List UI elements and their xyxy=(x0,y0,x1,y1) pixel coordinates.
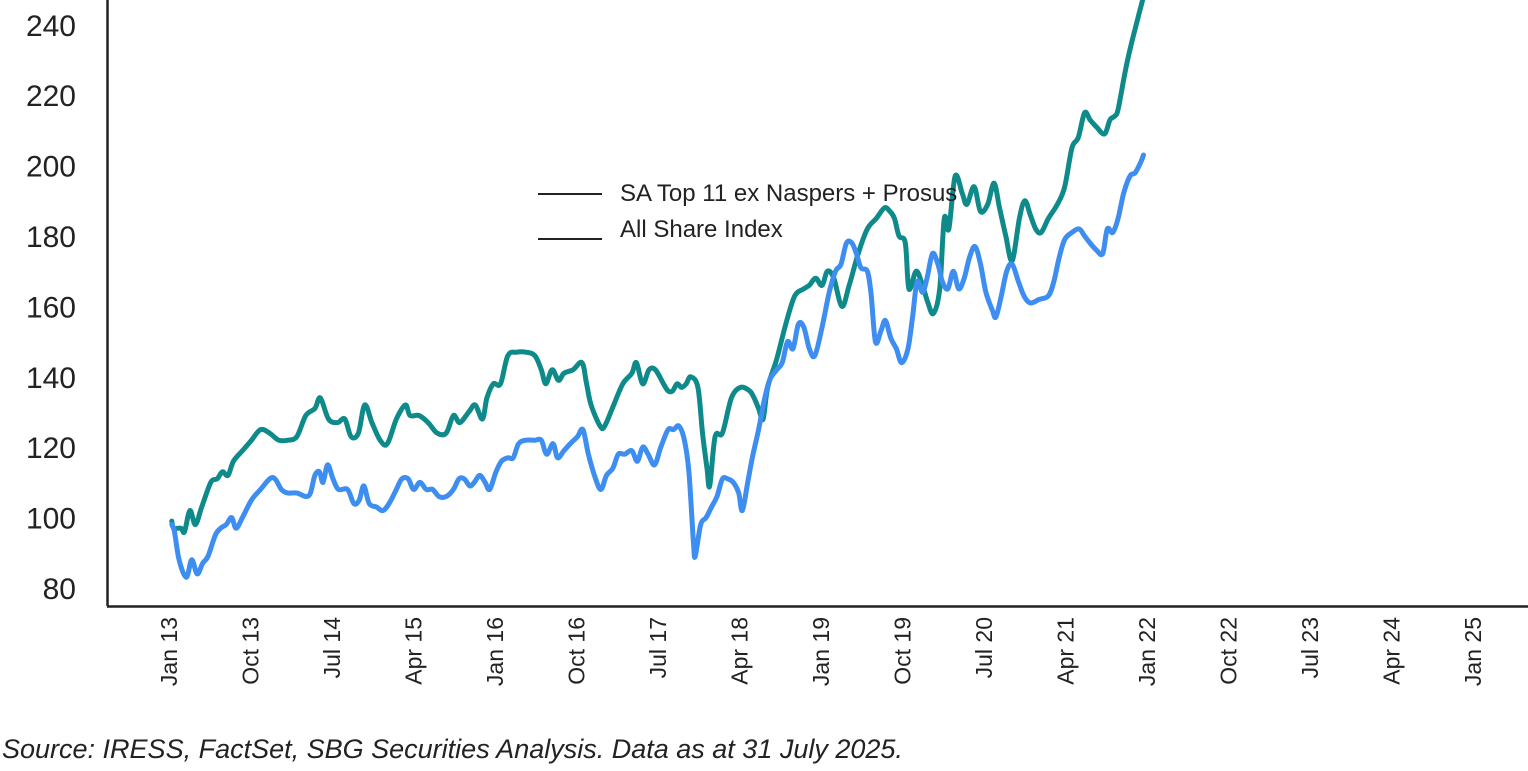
x-tick-label: Jan 19 xyxy=(808,617,834,686)
series-line-alsi xyxy=(169,152,1146,580)
x-tick-label: Oct 19 xyxy=(890,617,916,685)
y-tick-label: 120 xyxy=(26,432,76,465)
series-line-top11 xyxy=(169,0,1146,535)
x-tick-label: Jul 17 xyxy=(645,617,671,678)
x-tick-label: Apr 21 xyxy=(1053,617,1079,685)
y-tick-label: 200 xyxy=(26,151,76,184)
legend: SA Top 11 ex Naspers + Prosus All Share … xyxy=(538,180,957,243)
x-tick-label: Oct 22 xyxy=(1216,617,1242,685)
x-tick-label: Jan 16 xyxy=(482,617,508,686)
x-tick-labels: Jan 13 Oct 13 Jul 14 Apr 15 Jan 16 Oct 16 Jul … xyxy=(156,617,1486,686)
y-tick-labels: 80 100 120 140 160 180 200 220 240 xyxy=(26,10,76,606)
series-lines xyxy=(169,0,1146,580)
legend-label-alsi: All Share Index xyxy=(620,216,783,243)
y-tick-label: 80 xyxy=(43,573,76,606)
y-tick-label: 140 xyxy=(26,362,76,395)
y-tick-label: 180 xyxy=(26,221,76,254)
legend-label-top11: SA Top 11 ex Naspers + Prosus xyxy=(620,180,957,207)
x-tick-label: Jan 13 xyxy=(156,617,182,686)
source-note: Source: IRESS, FactSet, SBG Securities A… xyxy=(2,734,903,764)
y-tick-label: 220 xyxy=(26,80,76,113)
x-tick-label: Oct 16 xyxy=(564,617,590,685)
x-tick-label: Jan 25 xyxy=(1460,617,1486,686)
x-tick-label: Jul 23 xyxy=(1297,617,1323,678)
x-tick-label: Oct 13 xyxy=(238,617,264,685)
y-tick-label: 240 xyxy=(26,10,76,43)
x-tick-label: Apr 18 xyxy=(727,617,753,685)
x-tick-label: Jul 14 xyxy=(319,617,345,679)
x-tick-label: Apr 15 xyxy=(401,617,427,685)
y-tick-label: 100 xyxy=(26,503,76,536)
x-tick-label: Apr 24 xyxy=(1379,617,1405,685)
x-tick-label: Jul 20 xyxy=(971,617,997,678)
y-tick-label: 160 xyxy=(26,291,76,324)
x-tick-label: Jan 22 xyxy=(1134,617,1160,686)
